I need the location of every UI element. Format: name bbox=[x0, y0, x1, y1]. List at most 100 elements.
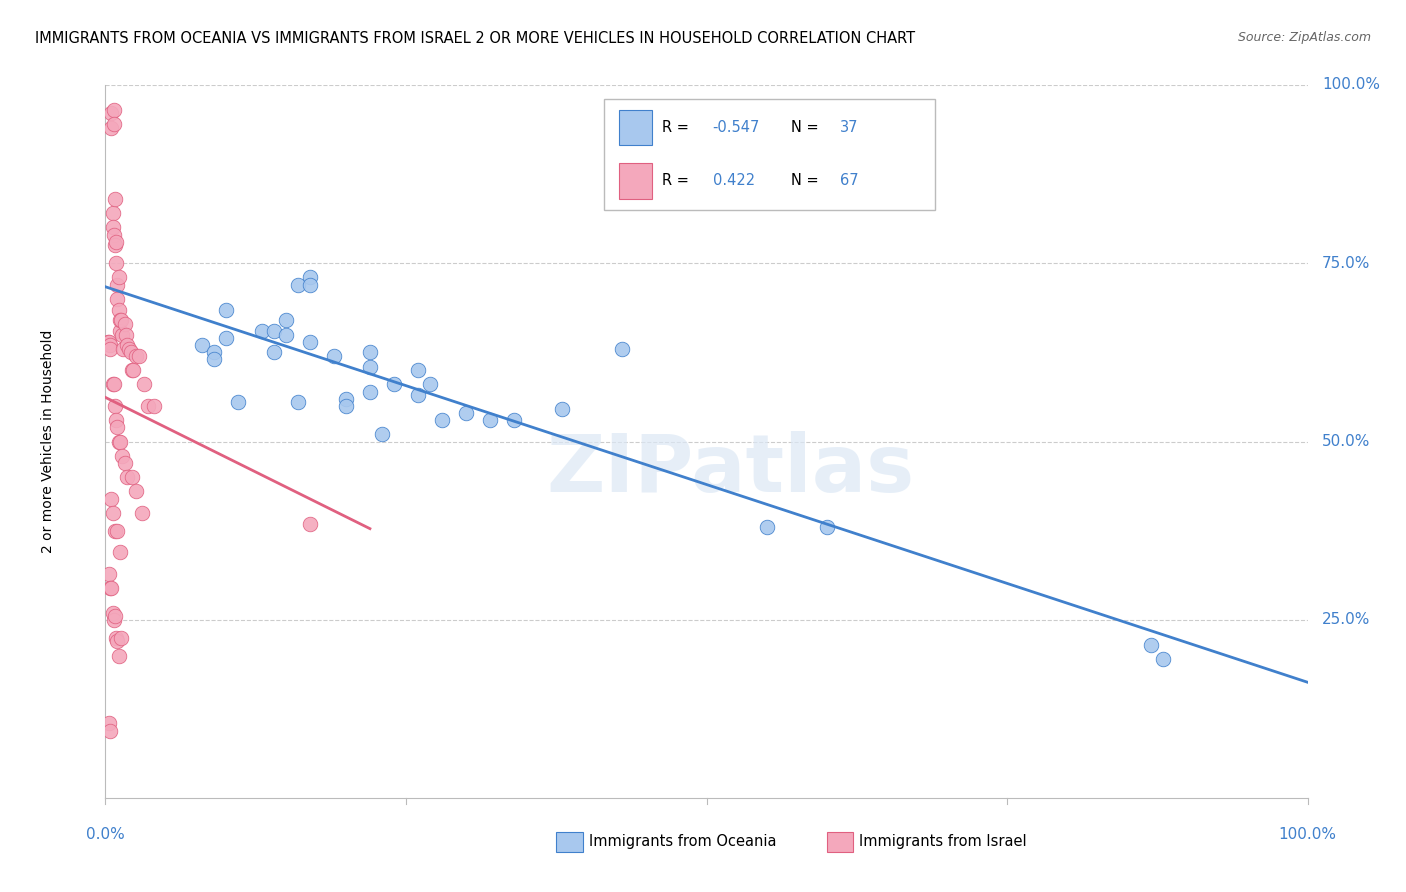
Point bbox=[98, 716, 121, 731]
Point bbox=[98, 334, 121, 349]
Point bbox=[111, 327, 134, 342]
Point bbox=[111, 449, 134, 463]
Point bbox=[115, 327, 138, 342]
Text: 50.0%: 50.0% bbox=[1322, 434, 1371, 449]
Point bbox=[105, 631, 128, 645]
FancyBboxPatch shape bbox=[619, 163, 652, 199]
Point bbox=[274, 327, 297, 342]
Point bbox=[101, 206, 124, 220]
Point bbox=[128, 349, 150, 363]
Point bbox=[136, 399, 159, 413]
Point bbox=[479, 413, 502, 427]
Point bbox=[118, 342, 141, 356]
Text: R =: R = bbox=[662, 173, 693, 188]
Point bbox=[335, 399, 357, 413]
Point bbox=[108, 545, 131, 559]
Point bbox=[98, 723, 121, 738]
Point bbox=[226, 395, 249, 409]
Point bbox=[98, 338, 121, 352]
Point bbox=[98, 566, 121, 581]
Text: N =: N = bbox=[790, 120, 823, 136]
Point bbox=[104, 609, 127, 624]
Point bbox=[551, 402, 574, 417]
Point bbox=[105, 235, 128, 249]
Point bbox=[263, 345, 285, 359]
Point bbox=[112, 342, 135, 356]
Point bbox=[359, 384, 381, 399]
Point bbox=[815, 520, 838, 534]
Text: -0.547: -0.547 bbox=[713, 120, 759, 136]
Text: 25.0%: 25.0% bbox=[1322, 613, 1371, 627]
Point bbox=[124, 484, 146, 499]
Point bbox=[142, 399, 165, 413]
Point bbox=[359, 345, 381, 359]
Point bbox=[1152, 652, 1174, 666]
Point bbox=[107, 302, 129, 317]
Point bbox=[298, 334, 321, 349]
Text: 0.422: 0.422 bbox=[713, 173, 755, 188]
Point bbox=[107, 420, 129, 434]
Text: ZIPatlas: ZIPatlas bbox=[547, 431, 915, 509]
Point bbox=[115, 470, 138, 484]
Point bbox=[101, 606, 124, 620]
Point bbox=[97, 334, 120, 349]
FancyBboxPatch shape bbox=[827, 832, 853, 852]
Text: Immigrants from Israel: Immigrants from Israel bbox=[859, 834, 1026, 849]
Point bbox=[335, 392, 357, 406]
Text: 75.0%: 75.0% bbox=[1322, 256, 1371, 270]
Text: Immigrants from Oceania: Immigrants from Oceania bbox=[589, 834, 776, 849]
Point bbox=[114, 317, 136, 331]
Point bbox=[107, 277, 129, 292]
Point bbox=[298, 270, 321, 285]
Point bbox=[202, 345, 225, 359]
FancyBboxPatch shape bbox=[557, 832, 582, 852]
Point bbox=[108, 313, 131, 327]
Point bbox=[121, 363, 143, 377]
Point bbox=[114, 456, 136, 470]
Point bbox=[250, 324, 273, 338]
Point bbox=[612, 342, 634, 356]
Point bbox=[110, 631, 132, 645]
Point bbox=[263, 324, 285, 338]
Point bbox=[107, 292, 129, 306]
Point bbox=[214, 302, 236, 317]
Point bbox=[1140, 638, 1163, 652]
Text: 100.0%: 100.0% bbox=[1322, 78, 1381, 92]
Point bbox=[298, 516, 321, 531]
Point bbox=[503, 413, 526, 427]
Point bbox=[104, 399, 127, 413]
Point bbox=[287, 277, 309, 292]
Point bbox=[430, 413, 453, 427]
Point bbox=[103, 377, 125, 392]
Point bbox=[115, 338, 138, 352]
Point bbox=[107, 648, 129, 663]
Point bbox=[287, 395, 309, 409]
Point bbox=[131, 506, 153, 520]
Point bbox=[371, 427, 394, 442]
Text: 67: 67 bbox=[839, 173, 859, 188]
Point bbox=[122, 363, 145, 377]
Text: 2 or more Vehicles in Household: 2 or more Vehicles in Household bbox=[41, 330, 55, 553]
Point bbox=[100, 581, 122, 595]
Point bbox=[406, 388, 429, 402]
Point bbox=[103, 103, 125, 117]
Point bbox=[359, 359, 381, 374]
Point bbox=[107, 524, 129, 538]
Point bbox=[110, 313, 132, 327]
Point bbox=[107, 434, 129, 449]
Text: 0.0%: 0.0% bbox=[86, 827, 125, 842]
Point bbox=[104, 238, 127, 252]
Point bbox=[107, 634, 129, 648]
Point bbox=[274, 313, 297, 327]
Point bbox=[104, 524, 127, 538]
Point bbox=[101, 377, 124, 392]
Text: IMMIGRANTS FROM OCEANIA VS IMMIGRANTS FROM ISRAEL 2 OR MORE VEHICLES IN HOUSEHOL: IMMIGRANTS FROM OCEANIA VS IMMIGRANTS FR… bbox=[35, 31, 915, 46]
FancyBboxPatch shape bbox=[619, 110, 652, 145]
Point bbox=[108, 434, 131, 449]
Text: N =: N = bbox=[790, 173, 823, 188]
Point bbox=[298, 277, 321, 292]
Point bbox=[103, 117, 125, 131]
Point bbox=[132, 377, 155, 392]
Point bbox=[108, 324, 131, 338]
Point bbox=[103, 227, 125, 242]
